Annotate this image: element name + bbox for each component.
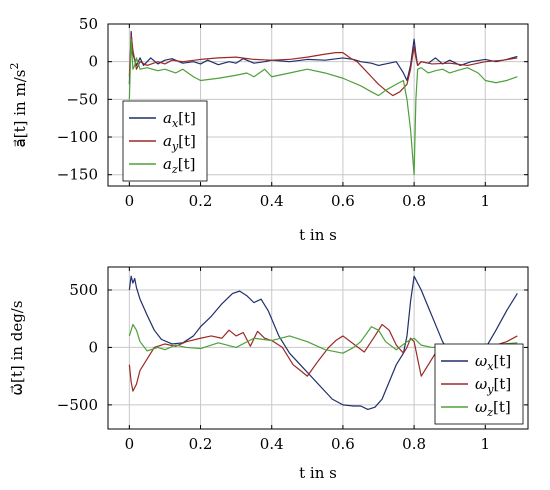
series-line-z bbox=[128, 323, 518, 354]
acc-y-axis-title-main: a⃗[t] in m/s bbox=[11, 70, 29, 148]
acc-series bbox=[128, 30, 518, 176]
gyro-axes-frame bbox=[107, 266, 529, 430]
x-tick-label: 0.8 bbox=[402, 435, 426, 453]
y-tick-label: −150 bbox=[57, 166, 98, 184]
x-tick-label: 0 bbox=[125, 435, 135, 453]
gyro-y-axis-title-main: ω⃗[t] in deg/s bbox=[8, 300, 26, 395]
acc-y-axis-title-sup: 2 bbox=[8, 63, 21, 70]
y-tick-label: 0 bbox=[88, 338, 98, 356]
x-tick-label: 0.2 bbox=[189, 192, 213, 210]
legend-label-x: ωx[t] bbox=[475, 352, 511, 373]
y-tick-label: −50 bbox=[66, 90, 98, 108]
gyro-y-axis-title: ω⃗[t] in deg/s bbox=[8, 300, 26, 395]
y-tick-label: 0 bbox=[88, 53, 98, 71]
acc-y-axis-title: a⃗[t] in m/s2 bbox=[8, 63, 29, 148]
x-tick-label: 0.2 bbox=[189, 435, 213, 453]
y-tick-label: 500 bbox=[69, 281, 98, 299]
series-line-y bbox=[128, 34, 518, 97]
acc-chart: 0 0.2 0.4 0.6 0.8 1 −150 −100 −50 0 50 t in s a⃗[t] … bbox=[8, 15, 529, 244]
x-tick-label: 0.6 bbox=[331, 192, 355, 210]
y-tick-label: −500 bbox=[57, 396, 98, 414]
x-tick-label: 0.4 bbox=[260, 435, 284, 453]
acc-x-axis-title: t in s bbox=[299, 226, 337, 244]
x-tick-label: 1 bbox=[481, 435, 491, 453]
x-tick-label: 0.4 bbox=[260, 192, 284, 210]
x-tick-label: 0.8 bbox=[402, 192, 426, 210]
x-tick-label: 0 bbox=[125, 192, 135, 210]
legend-label-z: ωz[t] bbox=[475, 398, 511, 419]
gyro-x-axis-title: t in s bbox=[299, 464, 337, 482]
legend-label-y: ωy[t] bbox=[475, 375, 511, 396]
y-tick-label: −100 bbox=[57, 128, 98, 146]
gyro-legend: ωx[t]ωy[t]ωz[t] bbox=[434, 343, 524, 425]
legend-label-y: ay[t] bbox=[163, 132, 196, 153]
acc-axes-frame bbox=[107, 23, 529, 187]
legend-label-x: ax[t] bbox=[163, 109, 196, 130]
y-tick-label: 50 bbox=[79, 15, 98, 33]
legend-label-z: az[t] bbox=[163, 155, 195, 176]
series-line-x bbox=[128, 30, 518, 85]
x-tick-label: 0.6 bbox=[331, 435, 355, 453]
x-tick-label: 1 bbox=[481, 192, 491, 210]
gyro-chart: 0 0.2 0.4 0.6 0.8 1 −500 0 500 t in s ω⃗[t] in deg… bbox=[8, 266, 529, 482]
series-line-z bbox=[128, 38, 518, 176]
acc-legend: ax[t]ay[t]az[t] bbox=[122, 100, 208, 182]
